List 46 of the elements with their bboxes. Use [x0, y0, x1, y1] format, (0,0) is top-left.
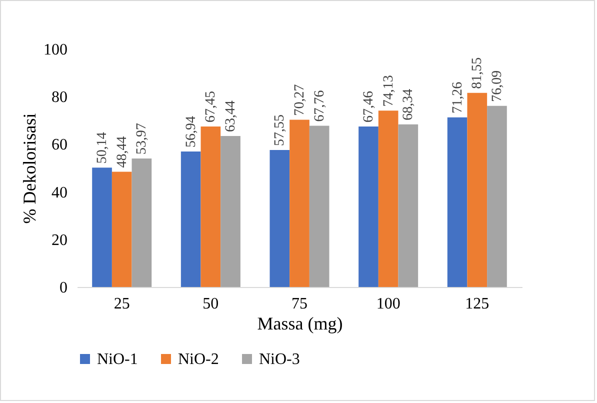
data-label: 67,45 [204, 90, 219, 122]
data-label: 74,13 [381, 75, 396, 107]
data-label: 57,55 [272, 114, 288, 146]
bar [378, 110, 398, 287]
data-label: 67,76 [312, 90, 328, 122]
legend-label: NiO-1 [97, 351, 138, 368]
bar [270, 150, 290, 287]
bar [92, 168, 112, 287]
data-label: 71,26 [450, 82, 466, 114]
bar [487, 106, 507, 287]
data-label: 67,46 [361, 90, 376, 122]
data-label: 56,94 [184, 116, 199, 148]
y-axis-title: % Dekolorisasi [20, 113, 40, 224]
bar [200, 126, 221, 287]
data-label: 63,44 [224, 100, 239, 132]
bar [447, 117, 468, 287]
x-axis-title: Massa (mg) [257, 314, 343, 334]
bar [220, 136, 240, 287]
bar [290, 120, 310, 287]
y-tick-label: 20 [52, 232, 68, 249]
x-tick-label: 75 [292, 296, 308, 312]
bar [180, 151, 201, 287]
legend-label: NiO-2 [178, 351, 219, 368]
x-tick-label: 25 [114, 296, 130, 312]
bar [112, 172, 132, 287]
data-label: 70,27 [292, 84, 308, 116]
legend-label: NiO-3 [259, 351, 300, 368]
x-tick-label: 100 [376, 296, 400, 312]
bar [309, 126, 330, 287]
data-label: 76,09 [490, 70, 505, 102]
y-tick-label: 100 [44, 42, 68, 58]
data-label: 48,44 [114, 136, 130, 168]
bar [398, 124, 418, 287]
y-tick-label: 60 [52, 136, 68, 154]
x-tick-label: 50 [202, 296, 219, 312]
data-label: 68,34 [401, 88, 416, 120]
y-tick-label: 40 [52, 184, 68, 202]
bar [467, 92, 488, 287]
bar [358, 126, 378, 287]
data-label: 53,97 [134, 123, 150, 155]
y-tick-label: 80 [52, 89, 68, 106]
y-tick-label: 0 [60, 280, 68, 296]
data-label: 50,14 [95, 132, 110, 164]
bar [132, 158, 152, 287]
data-label: 81,55 [470, 57, 486, 89]
x-tick-label: 125 [465, 296, 490, 312]
